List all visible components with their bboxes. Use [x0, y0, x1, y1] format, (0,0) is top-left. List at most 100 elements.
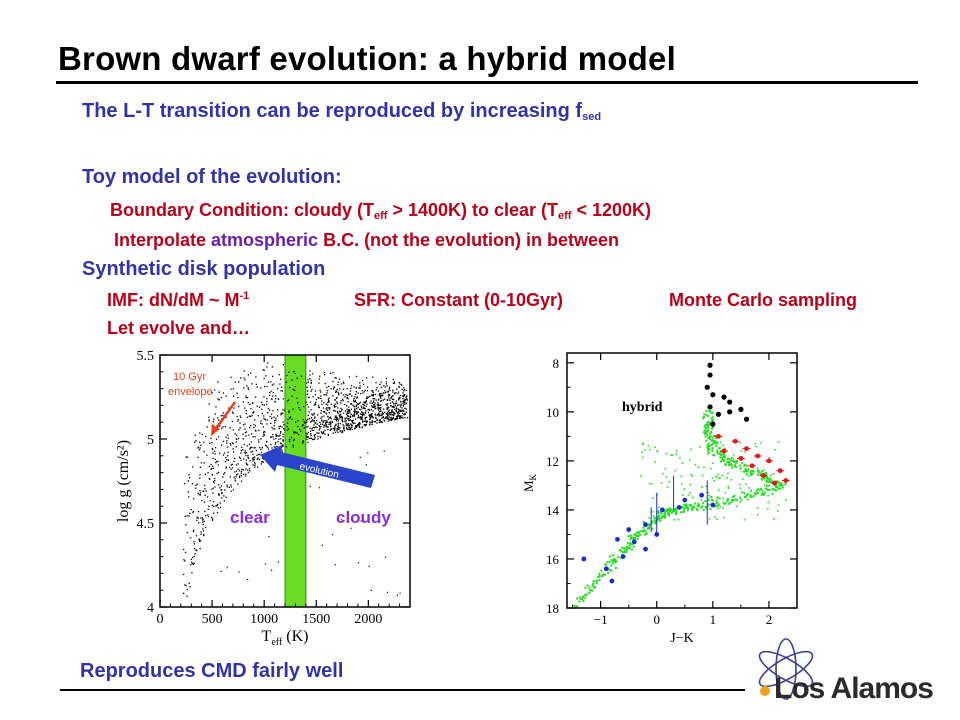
model-dot: [664, 515, 667, 518]
population-dot: [392, 418, 395, 420]
population-dot: [350, 385, 353, 387]
population-dot: [212, 501, 215, 503]
population-dot: [319, 437, 322, 439]
model-dot: [649, 448, 651, 451]
population-dot: [244, 450, 246, 452]
population-dot: [207, 472, 209, 474]
population-dot: [372, 376, 374, 378]
plot2-y-axis-label: MK: [521, 473, 538, 492]
model-dot: [647, 527, 650, 530]
population-dot: [311, 413, 313, 415]
population-dot: [337, 384, 339, 386]
population-dot: [317, 404, 320, 407]
model-dot: [626, 542, 629, 545]
population-dot: [363, 414, 365, 416]
model-dot: [750, 489, 752, 492]
population-dot: [342, 431, 344, 433]
model-dot: [728, 464, 730, 467]
population-dot: [223, 495, 225, 497]
population-dot: [221, 492, 223, 494]
population-dot: [257, 415, 259, 417]
population-dot: [189, 477, 191, 479]
population-dot: [338, 393, 340, 395]
population-dot: [327, 404, 329, 406]
population-dot: [192, 511, 194, 513]
population-dot: [199, 474, 201, 476]
population-dot: [326, 389, 329, 392]
model-dot: [690, 504, 693, 507]
population-dot: [250, 451, 252, 453]
population-dot: [376, 387, 378, 389]
population-dot: [302, 418, 304, 421]
population-dot: [336, 418, 338, 420]
model-dot: [691, 496, 694, 499]
model-dot: [728, 461, 731, 463]
population-dot: [307, 406, 310, 408]
model-dot: [772, 488, 775, 490]
model-dot: [735, 461, 738, 464]
population-dot: [386, 591, 389, 593]
population-dot: [212, 467, 215, 469]
population-dot: [247, 464, 249, 466]
population-dot: [238, 571, 240, 573]
model-dot: [601, 574, 604, 577]
population-dot: [323, 424, 325, 426]
model-dot: [739, 501, 741, 504]
population-dot: [368, 409, 371, 411]
population-dot: [342, 400, 344, 402]
x-tick-label: 1: [710, 612, 717, 627]
population-dot: [406, 417, 409, 419]
model-dot: [648, 517, 650, 519]
population-dot: [262, 435, 264, 437]
population-dot: [370, 589, 372, 591]
population-dot: [207, 515, 209, 518]
model-dot: [766, 476, 769, 479]
population-dot: [347, 401, 349, 403]
model-dot: [750, 474, 753, 477]
population-dot: [346, 394, 348, 396]
model-dot: [717, 503, 720, 506]
population-dot: [226, 440, 228, 442]
model-dot: [719, 456, 722, 459]
population-dot: [231, 467, 234, 469]
population-dot: [293, 370, 295, 373]
population-dot: [224, 481, 226, 483]
population-dot: [268, 536, 270, 538]
population-dot: [336, 402, 339, 405]
blue-point: [643, 522, 648, 528]
population-dot: [226, 442, 228, 444]
population-dot: [258, 458, 261, 461]
population-dot: [335, 416, 337, 419]
population-dot: [378, 393, 381, 395]
population-dot: [308, 437, 310, 440]
population-dot: [228, 407, 230, 409]
population-dot: [288, 411, 290, 413]
population-dot: [245, 435, 247, 437]
population-dot: [365, 401, 367, 403]
population-dot: [218, 419, 220, 421]
population-dot: [270, 444, 272, 446]
model-dot: [642, 526, 645, 529]
model-dot: [757, 469, 760, 472]
population-dot: [384, 386, 386, 388]
population-dot: [326, 409, 328, 411]
model-dot: [712, 442, 715, 445]
interpolate-line: Interpolate atmospheric B.C. (not the ev…: [114, 230, 619, 251]
population-dot: [355, 425, 357, 427]
model-dot: [704, 427, 707, 430]
population-dot: [393, 414, 395, 416]
population-dot: [332, 432, 334, 434]
population-dot: [323, 430, 325, 433]
population-dot: [345, 413, 348, 415]
population-dot: [317, 432, 320, 434]
model-dot: [590, 589, 593, 592]
population-dot: [210, 437, 212, 439]
population-dot: [341, 431, 343, 434]
population-dot: [270, 390, 272, 392]
model-dot: [723, 454, 726, 457]
population-dot: [277, 435, 279, 437]
population-dot: [349, 412, 351, 414]
model-dot: [723, 458, 725, 461]
population-dot: [310, 417, 313, 419]
model-dot: [770, 474, 772, 477]
